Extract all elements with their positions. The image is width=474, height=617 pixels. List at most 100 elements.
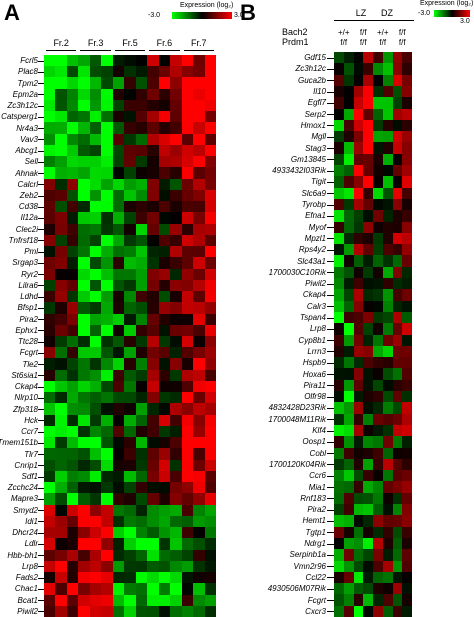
gene-tick — [38, 274, 44, 276]
panel-b-heat-cell — [402, 198, 412, 211]
gene-tick — [38, 611, 44, 613]
panel-a-heat-cell — [158, 403, 171, 415]
panel-a-heat-cell — [181, 380, 194, 393]
panel-b-heat-cell — [402, 142, 412, 154]
panel-a-heat-cell — [101, 549, 113, 561]
gene-label: Catsperg1 — [1, 112, 38, 122]
gene-label: Nlrp10 — [14, 393, 38, 403]
gene-label: 4930506M07Rik — [267, 584, 326, 594]
gene-tick — [327, 396, 334, 398]
panel-a-heat-cell — [66, 515, 79, 528]
panel-b-heat-cell — [382, 74, 393, 86]
panel-a-heat-cell — [78, 369, 90, 381]
panel-b-heat-cell — [343, 391, 354, 403]
panel-a-heat-cell — [44, 268, 56, 280]
panel-a-heat-cell — [44, 572, 56, 584]
panel-a-heat-cell — [158, 178, 171, 190]
panel-a-heat-cell — [170, 459, 182, 471]
gene-label: Il12a — [20, 213, 38, 223]
panel-b-heat-cell — [373, 176, 383, 188]
panel-a-heat-cell — [112, 482, 125, 494]
panel-a-heat-cell — [193, 189, 205, 202]
panel-a-heat-cell — [204, 324, 216, 336]
panel-b-heat-cell — [363, 504, 373, 516]
panel-b-heat-cell — [334, 187, 344, 199]
panel-b-heat-cell — [382, 436, 393, 448]
panel-a-heat-cell — [112, 493, 125, 505]
gene-label: Slc6a9 — [301, 188, 326, 198]
gene-tick — [327, 566, 334, 568]
gene-label: Efna1 — [305, 211, 326, 221]
panel-b-heat-cell — [343, 345, 354, 358]
gene-label: Pira2 — [307, 505, 326, 515]
panel-b-heat-cell — [373, 379, 383, 391]
panel-b-heat-cell — [363, 470, 373, 482]
panel-a-heat-cell — [78, 594, 90, 606]
panel-b-heat-cell — [382, 255, 393, 267]
panel-a-heat-cell — [55, 403, 67, 415]
panel-a-heat-cell — [158, 605, 171, 617]
panel-a-heat-cell — [124, 279, 136, 292]
panel-b-heat-cell — [392, 526, 403, 538]
panel-a-heat-cell — [44, 66, 56, 78]
panel-b-heat-cell — [363, 424, 373, 437]
panel-a-heat-cell — [66, 594, 79, 606]
panel-a-heat-cell — [124, 358, 136, 370]
panel-a-heat-cell — [158, 583, 171, 595]
panel-a-heat-cell — [112, 414, 125, 426]
panel-a-heat-cell — [181, 369, 194, 381]
panel-b-heat-cell — [392, 119, 403, 132]
panel-a-heat-cell — [112, 335, 125, 348]
panel-b-heat-cell — [363, 266, 373, 278]
panel-b-heat-cell — [343, 187, 354, 199]
panel-b-heat-cell — [373, 345, 383, 358]
panel-a-heat-cell — [112, 560, 125, 573]
gene-tick — [38, 600, 44, 602]
panel-b-heat-cell — [392, 63, 403, 75]
panel-a-heat-cell — [66, 572, 79, 584]
panel-a-heat-cell — [112, 55, 125, 67]
panel-a-heat-cell — [124, 515, 136, 528]
panel-a-heat-cell — [112, 111, 125, 123]
gene-tick — [327, 114, 334, 116]
panel-a-heat-cell — [78, 425, 90, 438]
panel-a-heat-cell — [193, 279, 205, 292]
panel-a-heat-cell — [181, 189, 194, 202]
panel-a-heat-cell — [44, 212, 56, 224]
panel-b-heat-cell — [343, 165, 354, 177]
panel-b-heat-cell — [353, 232, 364, 245]
gene-label: Nr4a3 — [16, 123, 38, 133]
panel-a-heat-cell — [101, 234, 113, 247]
panel-a-heat-cell — [181, 88, 194, 100]
panel-a-heat-cell — [55, 504, 67, 516]
panel-b-heat-cell — [363, 74, 373, 86]
gene-label: Cyp8b1 — [298, 335, 326, 345]
panel-a-heat-cell — [204, 347, 216, 359]
panel-a-heat-cell — [101, 111, 113, 123]
panel-b-heat-cell — [382, 447, 393, 459]
panel-a-heat-cell — [135, 594, 148, 606]
panel-a-heat-cell — [101, 212, 113, 224]
panel-a-heat-cell — [101, 313, 113, 325]
gene-label: 1700030C10Rik — [268, 267, 326, 277]
panel-b-heat-cell — [343, 85, 354, 98]
panel-a-heat-cell — [193, 268, 205, 280]
panel-a-heat-cell — [158, 66, 171, 78]
panel-a-heat-cell — [135, 392, 148, 404]
panel-a-heat-cell — [124, 55, 136, 67]
panel-a-heat-cell — [55, 167, 67, 179]
panel-b-heat-cell — [373, 605, 383, 617]
panel-a-heat-cell — [181, 246, 194, 258]
panel-a-heat-cell — [89, 403, 102, 415]
panel-a-heat-cell — [147, 515, 159, 528]
gene-tick — [327, 238, 334, 240]
panel-b-heat-cell — [363, 255, 373, 267]
panel-a-heat-cell — [66, 88, 79, 100]
panel-a-heat-cell — [89, 302, 102, 314]
gene-tick — [38, 150, 44, 152]
panel-a-heat-cell — [112, 212, 125, 224]
gene-tick — [327, 441, 334, 443]
panel-a-legend-bar — [172, 12, 232, 19]
panel-a-heat-cell — [78, 549, 90, 561]
panel-b-heatmap — [334, 52, 412, 617]
